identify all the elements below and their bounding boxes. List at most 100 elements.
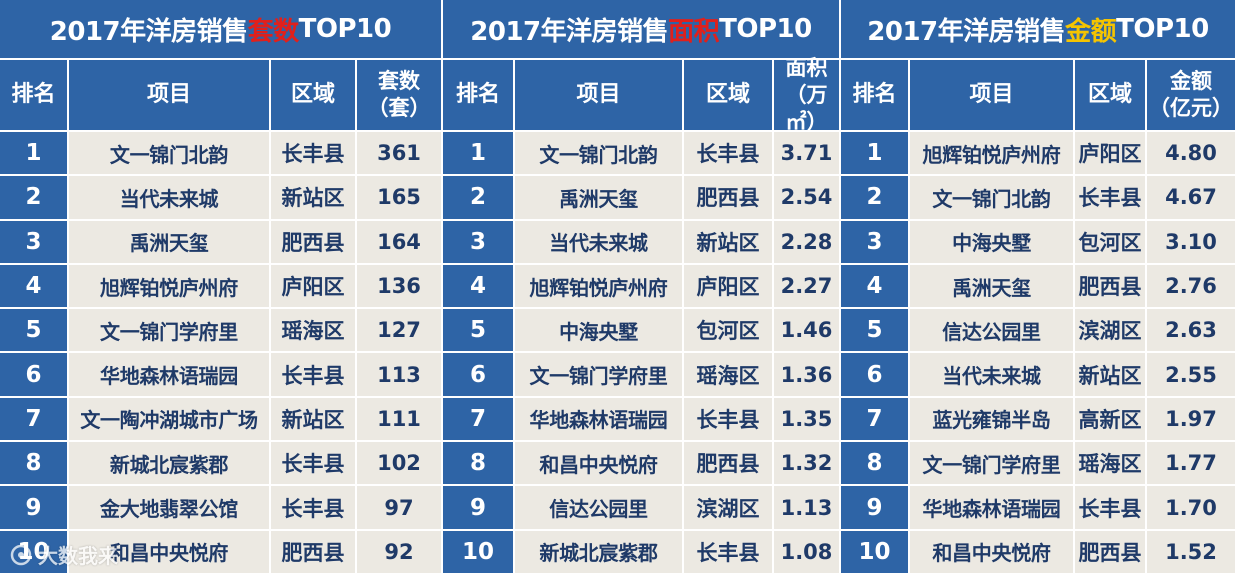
project-cell: 蓝光雍锦半岛	[910, 397, 1075, 441]
district-cell: 肥西县	[271, 530, 357, 573]
value-cell: 2.63	[1147, 309, 1235, 352]
table-row: 3 当代未来城 新站区 2.28	[443, 220, 839, 265]
header-line: 面积	[785, 55, 828, 80]
table-row: 3 禹洲天玺 肥西县 164	[0, 220, 441, 265]
project-cell: 文一陶冲湖城市广场	[69, 397, 271, 441]
table-body: 1 文一锦门北韵 长丰县 361 2 当代未来城 新站区 165 3 禹洲天玺 肥西县 164 4 旭辉铂…	[0, 132, 441, 575]
project-cell: 中海央墅	[910, 220, 1075, 263]
table-row: 1 文一锦门北韵 长丰县 3.71	[443, 132, 839, 177]
table-row: 9 信达公园里 滨湖区 1.13	[443, 486, 839, 531]
title-hl: 面积	[668, 16, 720, 47]
header-line: 套数	[378, 69, 420, 93]
table-row: 6 当代未来城 新站区 2.55	[841, 353, 1235, 398]
value-cell: 164	[357, 220, 441, 263]
value-cell: 2.55	[1147, 353, 1235, 396]
header-project: 项目	[69, 60, 271, 130]
project-cell: 文一锦门学府里	[69, 309, 271, 352]
title-post: TOP10	[298, 14, 392, 44]
project-cell: 华地森林语瑞园	[515, 397, 684, 441]
project-cell: 禹洲天玺	[69, 220, 271, 263]
table-row: 4 禹洲天玺 肥西县 2.76	[841, 264, 1235, 310]
value-cell: 1.13	[774, 486, 839, 529]
table-row: 3 中海央墅 包河区 3.10	[841, 220, 1235, 265]
district-cell: 长丰县	[684, 397, 774, 441]
rank-cell: 4	[0, 264, 69, 308]
project-cell: 旭辉铂悦庐州府	[69, 264, 271, 308]
district-cell: 瑶海区	[684, 353, 774, 396]
project-cell: 新城北宸紫郡	[69, 442, 271, 485]
project-cell: 信达公园里	[910, 309, 1075, 352]
project-cell: 禹洲天玺	[910, 264, 1075, 308]
table-row: 8 文一锦门学府里 瑶海区 1.77	[841, 442, 1235, 487]
value-cell: 1.52	[1147, 530, 1235, 573]
district-cell: 新站区	[271, 397, 357, 441]
district-cell: 高新区	[1075, 397, 1147, 441]
header-row: 排名 项目 区域 面积 （万㎡）	[443, 56, 839, 134]
title-post: TOP10	[1116, 14, 1209, 44]
project-cell: 文一锦门北韵	[69, 132, 271, 175]
title-hl: 套数	[247, 16, 300, 47]
rank-cell: 9	[0, 486, 69, 529]
rank-cell: 6	[0, 353, 69, 396]
project-cell: 禹洲天玺	[515, 176, 684, 219]
project-cell: 中海央墅	[515, 309, 684, 352]
header-line: 排名	[852, 82, 897, 107]
district-cell: 长丰县	[271, 353, 357, 396]
table-body: 1 文一锦门北韵 长丰县 3.71 2 禹洲天玺 肥西县 2.54 3 当代未来城 新站区 2.28 4…	[443, 132, 839, 575]
value-cell: 113	[357, 353, 441, 396]
value-cell: 97	[357, 486, 441, 529]
district-cell: 长丰县	[684, 530, 774, 573]
district-cell: 长丰县	[271, 132, 357, 175]
district-cell: 肥西县	[684, 176, 774, 219]
table-title: 2017年洋房销售 套数 TOP10	[0, 0, 441, 58]
watermark-text: 大数我来	[38, 544, 118, 568]
header-metric: 金额 （亿元）	[1147, 60, 1235, 130]
value-cell: 361	[357, 132, 441, 175]
header-rank: 排名	[841, 60, 910, 130]
table-row: 10 和昌中央悦府 肥西县 92	[0, 530, 441, 575]
title-pre: 2017年洋房销售	[470, 16, 669, 47]
project-cell: 信达公园里	[515, 486, 684, 529]
table-row: 10 和昌中央悦府 肥西县 1.52	[841, 530, 1235, 575]
table-row: 7 华地森林语瑞园 长丰县 1.35	[443, 397, 839, 443]
header-line: 项目	[969, 82, 1014, 107]
value-cell: 1.70	[1147, 486, 1235, 529]
title-pre: 2017年洋房销售	[867, 16, 1066, 47]
rank-cell: 9	[443, 486, 515, 529]
district-cell: 滨湖区	[1075, 309, 1147, 352]
table-row: 9 金大地翡翠公馆 长丰县 97	[0, 486, 441, 531]
table-row: 2 文一锦门北韵 长丰县 4.67	[841, 176, 1235, 221]
rank-cell: 3	[841, 220, 910, 263]
table-row: 8 新城北宸紫郡 长丰县 102	[0, 442, 441, 487]
district-cell: 长丰县	[271, 442, 357, 485]
project-cell: 和昌中央悦府	[515, 442, 684, 485]
header-line: 排名	[455, 82, 500, 107]
rank-cell: 2	[0, 176, 69, 219]
district-cell: 庐阳区	[684, 264, 774, 308]
value-cell: 2.28	[774, 220, 839, 263]
rank-cell: 9	[841, 486, 910, 529]
district-cell: 庐阳区	[1075, 132, 1147, 175]
value-cell: 2.27	[774, 264, 839, 308]
rank-cell: 1	[0, 132, 69, 175]
area-top10-table: 2017年洋房销售 面积 TOP10 排名 项目 区域 面积 （万㎡） 1 文一锦门北韵 长丰县 3.…	[443, 0, 839, 575]
table-row: 8 和昌中央悦府 肥西县 1.32	[443, 442, 839, 487]
value-cell: 1.46	[774, 309, 839, 352]
value-cell: 1.08	[774, 530, 839, 573]
table-row: 1 文一锦门北韵 长丰县 361	[0, 132, 441, 177]
header-line: 区域	[1087, 82, 1132, 107]
rank-cell: 8	[0, 442, 69, 485]
header-rank: 排名	[0, 60, 69, 130]
rank-cell: 5	[0, 309, 69, 352]
value-cell: 4.67	[1147, 176, 1235, 219]
header-project: 项目	[515, 60, 684, 130]
header-metric: 面积 （万㎡）	[774, 56, 839, 134]
district-cell: 包河区	[684, 309, 774, 352]
rank-cell: 6	[841, 353, 910, 396]
header-line: 项目	[146, 82, 191, 107]
rank-cell: 1	[841, 132, 910, 175]
header-line: 排名	[11, 82, 56, 107]
project-cell: 当代未来城	[515, 220, 684, 263]
value-cell: 1.77	[1147, 442, 1235, 485]
